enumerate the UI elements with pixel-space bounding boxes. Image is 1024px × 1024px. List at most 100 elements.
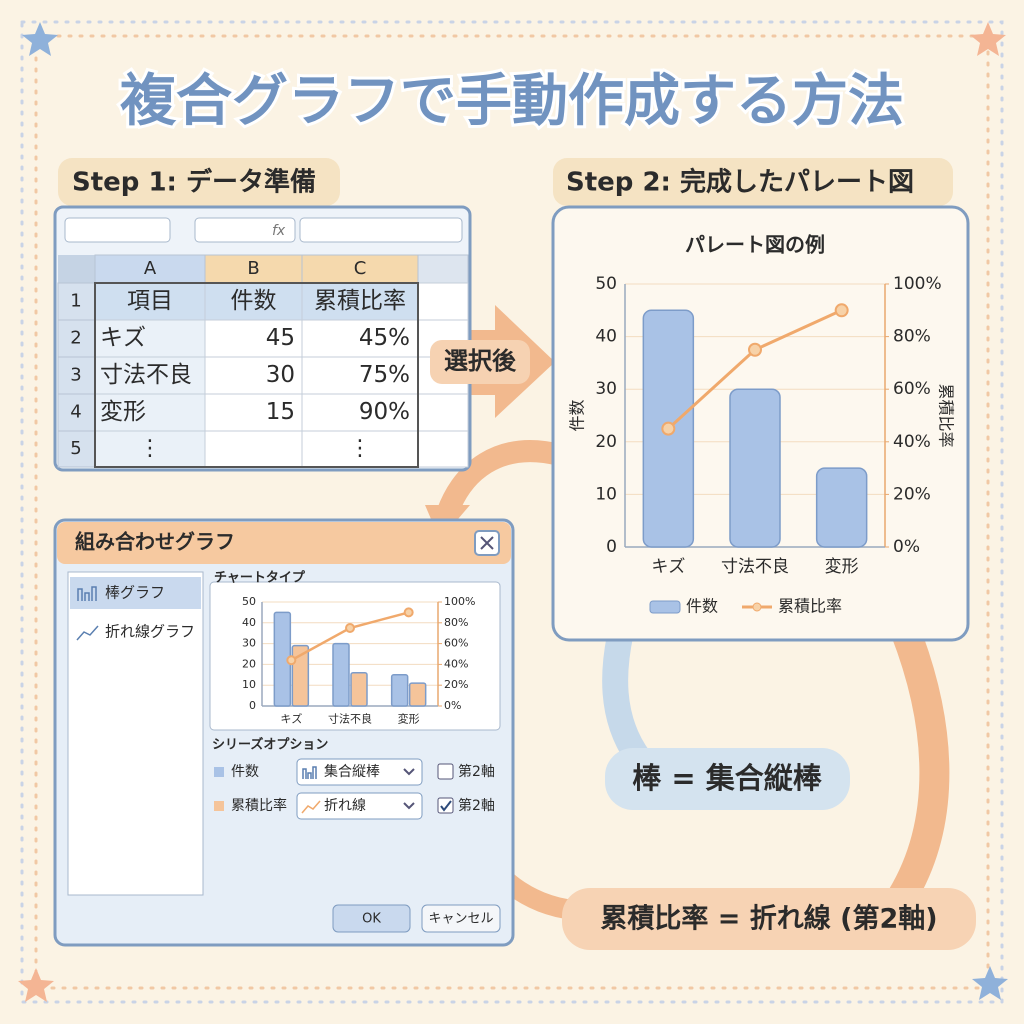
cell (94, 282, 206, 321)
cell-text: 寸法不良 (100, 362, 192, 388)
corner (58, 255, 95, 283)
row-header (57, 282, 96, 321)
row-header (57, 356, 96, 395)
line-marker (834, 303, 849, 318)
cell-text: 90% (359, 399, 410, 425)
row-number: 4 (70, 402, 81, 423)
sidebar-icon (76, 625, 99, 641)
column-header (417, 254, 469, 284)
cell-text: 45 (266, 325, 295, 351)
legend-swatch (649, 600, 681, 614)
main-title: 複合グラフで手動作成する方法 (120, 69, 904, 134)
x-tick-label: キズ (651, 557, 685, 577)
column-letter: A (144, 258, 157, 279)
callout (605, 748, 850, 810)
star (18, 968, 54, 1002)
star (22, 22, 58, 56)
y2-tick-label: 100% (893, 274, 942, 294)
cell-text: 項目 (127, 288, 173, 314)
cell (301, 430, 419, 468)
x-tick-label: 寸法不良 (328, 712, 372, 726)
callout-text: 棒 = 集合縦棒 (632, 761, 822, 795)
dropdown[interactable] (296, 792, 423, 820)
name-box (64, 217, 171, 243)
dropdown[interactable] (296, 758, 423, 786)
cell (204, 430, 303, 468)
step-label: Step 2: 完成したパレート図 (566, 167, 914, 198)
callout-text: 累積比率 = 折れ線 (第2軸) (600, 903, 937, 935)
arrow-pill (430, 340, 530, 384)
step-label: Step 1: データ準備 (72, 167, 316, 198)
dropdown-icon (302, 766, 317, 779)
step-pill (553, 158, 953, 206)
y2-tick-label: 20% (444, 678, 468, 691)
y2-axis-label: 累積比率 (937, 383, 956, 447)
sidebar-item[interactable]: 折れ線グラフ (105, 623, 195, 641)
cell-text: 変形 (100, 399, 146, 425)
chart-title: パレート図の例 (685, 233, 825, 257)
star (972, 966, 1008, 1000)
row-header (57, 319, 96, 358)
cell (417, 430, 469, 468)
row-header (57, 393, 96, 432)
cell (417, 393, 469, 432)
series-swatch (214, 801, 224, 811)
series-name: 累積比率 (231, 797, 287, 814)
x-tick-label: 変形 (398, 712, 420, 726)
cell-text: 45% (359, 325, 410, 351)
y2-tick-label: 20% (893, 484, 931, 504)
bar (815, 467, 868, 548)
bar (332, 642, 350, 707)
button[interactable] (421, 904, 501, 933)
button-label[interactable]: OK (362, 912, 381, 927)
row-number: 1 (70, 291, 81, 312)
dropdown-chevron (403, 802, 415, 810)
curved-arrow (885, 615, 950, 915)
ellipsis: ⋮ (139, 436, 161, 461)
dropdown-chevron (403, 768, 415, 776)
y2-tick-label: 60% (893, 379, 931, 399)
y-tick-label: 20 (242, 657, 256, 670)
ellipsis: ⋮ (349, 436, 371, 461)
y2-tick-label: 80% (893, 327, 931, 347)
y-tick-label: 10 (242, 678, 256, 691)
y-tick-label: 50 (595, 274, 617, 294)
row-number: 3 (70, 365, 81, 386)
x-tick-label: 変形 (825, 557, 859, 577)
y-tick-label: 30 (242, 637, 256, 650)
sidebar-icon (77, 586, 97, 601)
x-tick-label: 寸法不良 (721, 557, 789, 577)
y-tick-label: 30 (595, 379, 617, 399)
group-label: シリーズオプション (212, 737, 328, 753)
cell-text: 30 (266, 362, 295, 388)
x-tick-label: キズ (280, 712, 302, 726)
dialog-title: 組み合わせグラフ (75, 530, 235, 554)
formula-box (194, 217, 296, 243)
row-number: 2 (70, 328, 81, 349)
legend-label: 累積比率 (778, 597, 842, 616)
y2-tick-label: 40% (444, 657, 468, 670)
cell (301, 282, 419, 321)
checkbox[interactable] (437, 797, 454, 814)
checkbox[interactable] (437, 763, 454, 780)
button-label[interactable]: キャンセル (428, 912, 493, 927)
cell (204, 393, 303, 432)
y-tick-label: 20 (595, 432, 617, 452)
y-tick-label: 0 (606, 537, 617, 557)
bar (729, 388, 781, 548)
dropdown-text: 集合縦棒 (324, 763, 380, 780)
column-header (301, 254, 419, 284)
sidebar-item[interactable]: 棒グラフ (105, 584, 165, 602)
line-marker (661, 421, 676, 436)
button[interactable] (332, 904, 411, 933)
cell-text: 15 (266, 399, 295, 425)
checkmark (440, 800, 452, 812)
cell-text: 件数 (231, 288, 277, 314)
bar (390, 674, 409, 707)
sidebar (67, 571, 204, 896)
series-name: 件数 (231, 764, 259, 780)
dotted-border (34, 34, 990, 990)
line-marker (286, 655, 297, 666)
y-tick-label: 10 (595, 484, 617, 504)
